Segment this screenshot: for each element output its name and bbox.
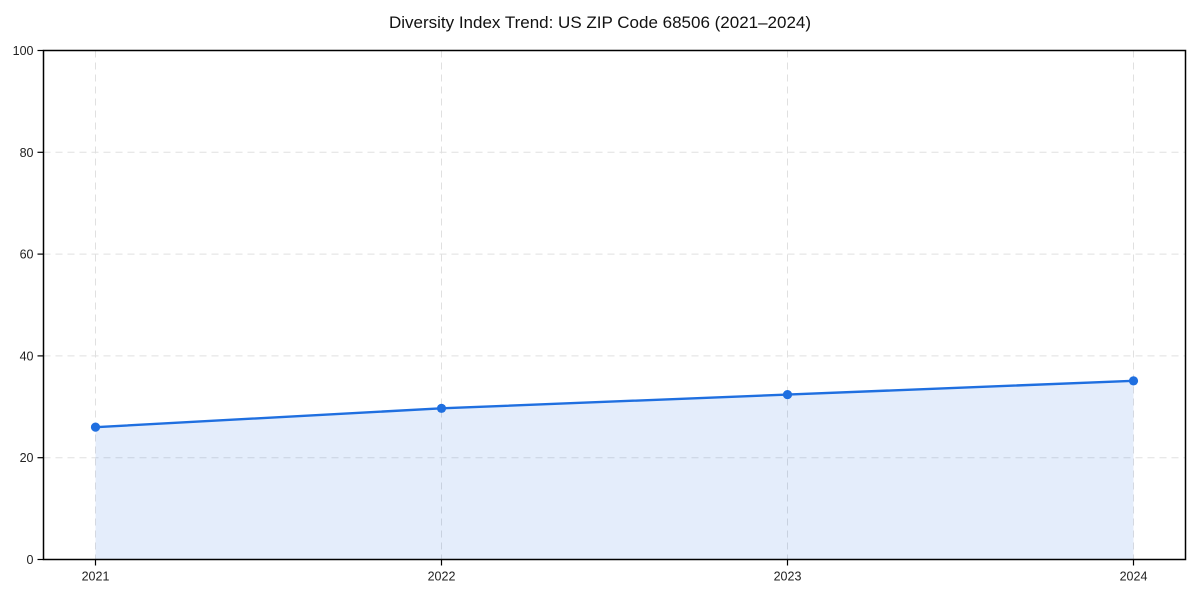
data-point-layer xyxy=(90,376,1139,432)
area-fill xyxy=(95,380,1134,560)
data-point-2024 xyxy=(1128,376,1139,386)
x-tick-label: 2022 xyxy=(428,570,456,584)
data-point-2023 xyxy=(782,389,793,400)
x-tick-label: 2023 xyxy=(774,570,802,584)
y-tick-label: 60 xyxy=(20,248,34,262)
axes-frame xyxy=(42,49,1187,561)
grid-layer xyxy=(43,50,1186,560)
y-tick-label: 20 xyxy=(20,451,34,465)
area-fill-layer xyxy=(95,380,1134,560)
x-tick-label: 2021 xyxy=(82,570,110,584)
y-tick-label: 80 xyxy=(20,146,34,160)
trend-line xyxy=(94,379,1135,429)
y-tick-label: 100 xyxy=(13,44,34,58)
chart-title: Diversity Index Trend: US ZIP Code 68506… xyxy=(388,13,812,32)
trend-line-layer xyxy=(94,379,1135,429)
tick-layer xyxy=(37,49,1135,566)
y-tick-label: 0 xyxy=(27,553,34,567)
y-tick-label: 40 xyxy=(20,349,34,363)
data-point-2021 xyxy=(90,422,101,432)
x-tick-label: 2024 xyxy=(1120,570,1148,584)
data-point-2022 xyxy=(436,403,447,413)
plot-frame xyxy=(42,49,1187,561)
tick-label-layer: 0 20 40 60 80 100 2021 2022 2023 2024 xyxy=(13,44,1148,584)
